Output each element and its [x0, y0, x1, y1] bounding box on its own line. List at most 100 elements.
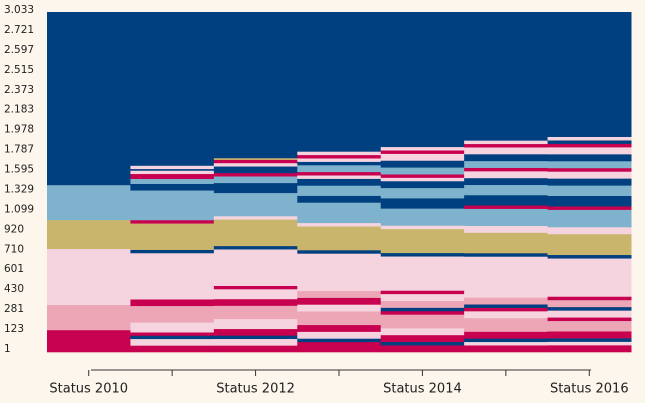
state-segment — [464, 331, 549, 339]
state-segment — [297, 290, 382, 298]
state-segment — [130, 12, 215, 166]
y-tick-label: 1.978 — [4, 124, 34, 136]
state-segment — [130, 183, 215, 191]
state-segment — [213, 219, 298, 247]
state-segment — [297, 165, 382, 173]
y-tick-label: 1.099 — [4, 203, 34, 215]
state-segment — [130, 168, 215, 171]
state-segment — [380, 198, 465, 209]
state-segment — [380, 167, 465, 175]
state-segment — [547, 317, 632, 322]
state-segment — [380, 290, 465, 295]
state-segment — [547, 299, 632, 308]
state-segment — [380, 174, 465, 178]
state-segment — [547, 338, 632, 342]
state-segment — [547, 306, 632, 311]
state-segment — [380, 334, 465, 343]
state-segment — [464, 154, 549, 162]
state-segment — [213, 338, 298, 346]
state-segment — [130, 299, 215, 307]
state-segment — [464, 253, 549, 257]
state-segment — [297, 151, 382, 156]
state-segment — [213, 176, 298, 184]
y-tick-label: 123 — [4, 323, 24, 335]
x-tick-label: Status 2016 — [550, 382, 629, 397]
state-segment — [213, 159, 298, 164]
state-segment — [547, 341, 632, 346]
state-segment — [380, 256, 465, 291]
state-segment — [547, 154, 632, 162]
state-segment — [130, 345, 215, 353]
state-segment — [130, 332, 215, 336]
state-segment — [464, 12, 549, 141]
state-segment — [547, 233, 632, 256]
state-segment — [464, 171, 549, 179]
state-segment — [547, 286, 632, 297]
state-segment — [464, 167, 549, 172]
state-segment — [297, 171, 382, 176]
state-segment — [213, 288, 298, 300]
y-tick-label: 920 — [4, 223, 24, 235]
y-tick-label: 601 — [4, 263, 24, 275]
state-segment — [547, 320, 632, 332]
state-segment — [213, 182, 298, 194]
state-segment — [380, 177, 465, 182]
state-segment — [130, 219, 215, 224]
state-segment — [130, 252, 215, 300]
state-segment — [47, 304, 131, 331]
state-segment — [297, 338, 382, 343]
state-segment — [547, 310, 632, 318]
state-segment — [380, 252, 465, 257]
state-segment — [464, 338, 549, 343]
state-segment — [297, 154, 382, 159]
state-segment — [464, 287, 549, 298]
state-segment — [297, 311, 382, 326]
state-segment — [380, 341, 465, 346]
state-segment — [130, 305, 215, 323]
state-segment — [380, 187, 465, 199]
state-segment — [297, 185, 382, 196]
state-segment — [297, 158, 382, 162]
state-segment — [547, 178, 632, 186]
state-segment — [547, 160, 632, 169]
state-segment — [547, 206, 632, 210]
state-segment — [464, 341, 549, 346]
state-segment — [380, 180, 465, 189]
state-segment — [464, 307, 549, 312]
state-segment — [297, 253, 382, 292]
state-segment — [380, 160, 465, 168]
state-segment — [464, 311, 549, 319]
y-tick-label: 2.373 — [4, 84, 34, 96]
state-segment — [47, 219, 131, 250]
state-segment — [380, 300, 465, 308]
state-segment — [380, 150, 465, 154]
state-segment — [297, 12, 382, 152]
state-segment — [47, 248, 131, 306]
state-segment — [380, 345, 465, 353]
state-segment — [130, 335, 215, 340]
state-segment — [380, 228, 465, 254]
state-segment — [297, 324, 382, 332]
state-segment — [380, 293, 465, 301]
state-segment — [297, 161, 382, 166]
state-segment — [213, 328, 298, 336]
state-segment — [547, 331, 632, 339]
state-segment — [130, 173, 215, 179]
y-tick-label: 710 — [4, 243, 24, 255]
state-segment — [213, 192, 298, 217]
state-segment — [464, 256, 549, 288]
state-segment — [213, 335, 298, 340]
state-segment — [547, 258, 632, 287]
y-tick-label: 281 — [4, 303, 24, 315]
state-segment — [464, 160, 549, 168]
state-segment — [213, 249, 298, 286]
state-segment — [547, 345, 632, 353]
state-segment — [297, 304, 382, 312]
y-tick-label: 1.595 — [4, 164, 34, 176]
state-segment — [297, 222, 382, 227]
state-segment — [464, 184, 549, 196]
y-tick-label: 3.033 — [4, 4, 34, 16]
state-segment — [297, 297, 382, 305]
y-tick-label: 1 — [4, 343, 11, 355]
y-tick-label: 2.515 — [4, 64, 34, 76]
